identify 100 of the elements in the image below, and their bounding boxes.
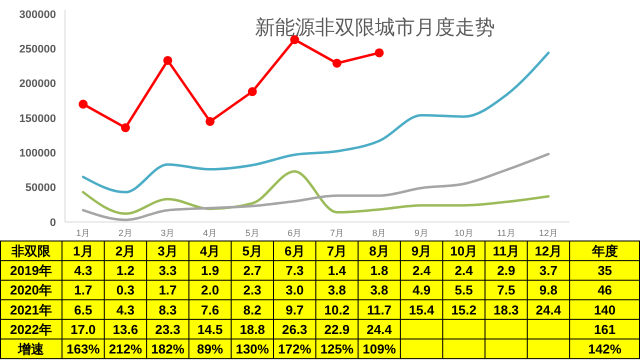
data-label: 2.4: [454, 263, 474, 278]
data-label: 6.5: [74, 302, 92, 318]
data-label: 1.4: [328, 263, 347, 278]
data-label: 7.3: [286, 263, 304, 278]
data-label: 2.0: [201, 282, 220, 298]
chart-title: 新能源非双限城市月度走势: [255, 17, 495, 39]
data-label: 1.9: [201, 263, 220, 278]
y-tick-label: 100000: [19, 148, 56, 160]
data-label: 125%: [320, 341, 354, 356]
data-label: 18.3: [493, 302, 519, 318]
data-label: 1.7: [74, 282, 92, 298]
data-label: 4.3: [74, 263, 92, 278]
data-label: 17.0: [70, 322, 96, 337]
data-label: 35: [598, 263, 612, 278]
x-tick-label: 4月: [203, 228, 218, 238]
data-label: 8.3: [158, 302, 177, 318]
data-label: 2.7: [243, 263, 262, 278]
data-label: 3.3: [158, 263, 177, 278]
x-tick-label: 9月: [414, 228, 429, 238]
x-tick-label: 1月: [73, 243, 94, 258]
data-label: 163%: [66, 341, 100, 356]
data-label: 3.7: [539, 263, 558, 278]
data-label: 23.3: [155, 322, 180, 337]
x-tick-label: 5月: [245, 228, 260, 238]
point: [332, 58, 342, 68]
data-label: 2.4: [412, 263, 432, 278]
x-tick-label: 2月: [115, 243, 136, 258]
data-label: 130%: [236, 341, 270, 356]
data-label: 26.3: [282, 322, 308, 337]
x-tick-label: 5月: [242, 243, 262, 258]
data-label: 15.4: [408, 302, 435, 318]
x-tick-label: 12月: [534, 243, 562, 258]
data-label: 4.3: [116, 302, 134, 318]
data-label: 3.8: [370, 282, 388, 298]
data-label: 24.4: [366, 322, 393, 337]
data-label: 8.2: [243, 302, 262, 318]
x-tick-label: 4月: [200, 243, 220, 258]
data-label: 9.8: [539, 282, 558, 298]
data-label: 10.2: [324, 302, 350, 318]
data-label: 13.6: [112, 322, 138, 337]
data-label: 212%: [108, 341, 143, 356]
y-tick-label: 150000: [19, 112, 56, 125]
line-series: [82, 52, 550, 194]
data-label: 7.5: [497, 282, 516, 298]
line-series: [82, 152, 550, 222]
y-tick-label: 2021年: [10, 302, 52, 318]
y-tick-label: 250000: [19, 44, 56, 56]
data-label: 89%: [197, 341, 224, 356]
x-tick-label: 年度: [590, 243, 618, 258]
data-label: 142%: [588, 341, 622, 356]
data-label: 24.4: [536, 302, 562, 318]
data-label: 22.9: [324, 322, 350, 337]
x-tick-label: 7月: [330, 228, 344, 238]
y-tick-label: 200000: [19, 78, 56, 90]
y-tick-label: 50000: [25, 182, 56, 194]
data-label: 15.2: [451, 302, 477, 318]
data-label: 172%: [278, 341, 312, 356]
data-label: 3.8: [328, 282, 346, 298]
point: [248, 87, 257, 96]
y-tick-label: 2019年: [10, 263, 52, 278]
x-tick-label: 10月: [450, 243, 478, 258]
x-tick-label: 6月: [288, 228, 302, 238]
x-tick-label: 6月: [284, 243, 305, 258]
x-tick-label: 1月: [76, 228, 90, 238]
point: [120, 123, 130, 132]
data-label: 2.9: [497, 263, 516, 278]
point: [206, 116, 215, 126]
point: [163, 56, 172, 65]
data-label: 0.3: [116, 282, 134, 298]
x-tick-label: 3月: [158, 243, 178, 258]
x-tick-label: 8月: [372, 228, 386, 238]
data-label: 1.2: [116, 263, 134, 278]
y-tick-label: 增速: [17, 341, 45, 356]
data-label: 5.5: [454, 282, 473, 298]
line-series: [82, 170, 550, 215]
x-tick-label: 7月: [326, 243, 348, 258]
y-tick-label: 2020年: [10, 282, 52, 298]
data-label: 1.7: [158, 282, 177, 298]
data-label: 7.6: [201, 302, 220, 318]
x-tick-label: 9月: [411, 243, 432, 258]
x-tick-label: 3月: [160, 228, 175, 238]
data-label: 4.9: [412, 282, 431, 298]
data-label: 140: [594, 302, 616, 318]
y-tick-label: 2022年: [10, 322, 52, 337]
x-tick-label: 8月: [369, 243, 390, 258]
data-label: 109%: [362, 341, 396, 356]
x-tick-label: 2月: [118, 228, 132, 238]
data-label: 161: [594, 322, 616, 337]
x-tick-label: 12月: [538, 228, 558, 238]
data-label: 46: [598, 282, 612, 298]
x-tick-label: 10月: [454, 228, 474, 238]
data-label: 18.8: [240, 322, 266, 337]
text: 非双限: [10, 243, 52, 258]
x-tick-label: 11月: [496, 228, 516, 238]
x-tick-label: 11月: [492, 243, 520, 258]
data-label: 2.3: [243, 282, 262, 298]
point: [374, 48, 384, 58]
data-label: 1.8: [370, 263, 388, 278]
data-label: 11.7: [366, 302, 392, 318]
data-label: 14.5: [197, 322, 223, 337]
